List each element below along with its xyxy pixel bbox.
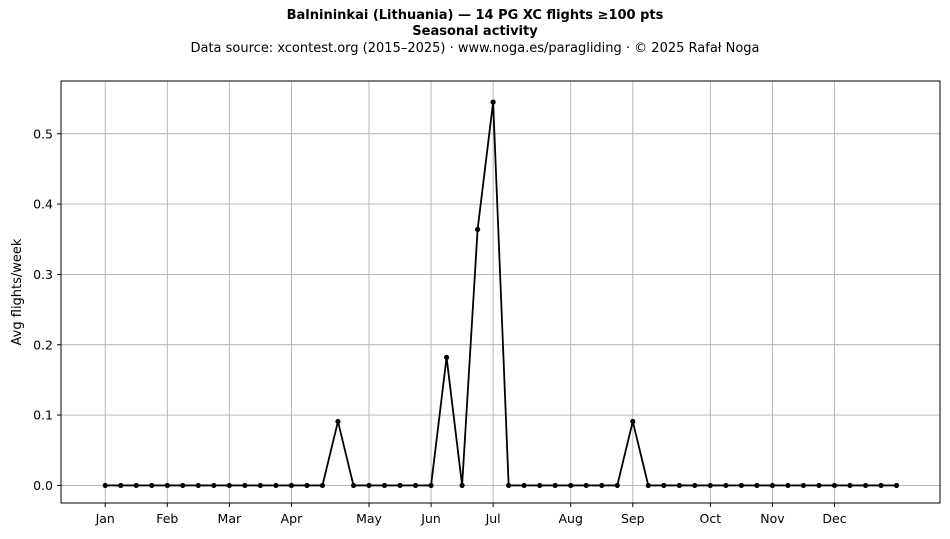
data-point <box>490 99 496 105</box>
data-point <box>242 482 248 489</box>
data-point <box>893 482 900 489</box>
x-tick-label: Mar <box>218 511 242 526</box>
data-point <box>692 482 698 489</box>
data-point <box>816 482 822 489</box>
data-point <box>443 354 450 361</box>
data-point <box>288 482 295 489</box>
data-point <box>211 482 217 489</box>
x-tick-label: May <box>356 511 382 526</box>
data-point <box>800 482 807 489</box>
chart-title: Balnininkai (Lithuania) — 14 PG XC fligh… <box>286 8 664 23</box>
x-tick-label: Nov <box>760 511 785 526</box>
data-point <box>878 482 884 489</box>
data-point <box>862 482 869 489</box>
data-point <box>506 482 512 489</box>
data-point <box>428 482 434 489</box>
data-point <box>645 482 651 489</box>
y-tick-label: 0.3 <box>33 267 53 282</box>
data-point <box>738 482 744 489</box>
data-point <box>568 482 574 489</box>
y-axis-label: Avg flights/week <box>10 238 25 345</box>
data-point <box>831 482 838 489</box>
data-point <box>164 482 170 489</box>
data-point <box>381 482 388 489</box>
data-point <box>707 482 713 489</box>
x-tick-label: Dec <box>822 511 846 526</box>
data-point <box>459 482 465 489</box>
y-tick-label: 0.0 <box>33 478 53 493</box>
y-tick-label: 0.1 <box>33 408 53 423</box>
chart-subtitle: Seasonal activity <box>412 24 538 39</box>
data-point <box>537 482 543 489</box>
x-tick-label: Jun <box>420 511 441 526</box>
data-point <box>304 482 310 489</box>
data-point <box>769 482 776 489</box>
x-tick-label: Jan <box>95 511 115 526</box>
data-point <box>133 482 139 489</box>
chart-source-line: Data source: xcontest.org (2015–2025) · … <box>190 41 760 56</box>
x-tick-label: Feb <box>156 511 178 526</box>
data-point <box>599 482 605 489</box>
data-point <box>366 482 372 489</box>
data-point <box>226 482 232 489</box>
y-tick-label: 0.2 <box>33 337 53 352</box>
data-point <box>475 226 481 233</box>
grid-lines <box>61 81 940 503</box>
x-tick-label: Apr <box>281 511 303 526</box>
data-point <box>118 482 124 489</box>
x-tick-label: Aug <box>559 511 583 526</box>
x-tick-label: Sep <box>621 511 645 526</box>
data-point <box>552 482 558 489</box>
data-point <box>180 482 186 489</box>
data-point <box>273 482 279 489</box>
data-point <box>661 482 667 489</box>
data-point <box>257 482 263 489</box>
data-point <box>847 482 853 489</box>
y-tick-label: 0.4 <box>33 197 53 212</box>
data-point <box>335 418 341 425</box>
data-point <box>630 418 636 425</box>
data-point <box>102 482 108 489</box>
data-point <box>412 482 419 489</box>
data-point <box>583 482 589 489</box>
series-line <box>105 101 897 487</box>
data-point <box>149 482 155 489</box>
series-group <box>102 99 900 489</box>
y-axis-ticks: 0.0 0.1 0.2 0.3 0.4 0.5 <box>33 126 61 493</box>
plot-frame <box>60 80 941 504</box>
x-axis-ticks: Jan Feb Mar Apr May Jun Jul Aug Sep Oct Nov Dec <box>95 503 847 526</box>
data-point <box>614 482 620 489</box>
data-point <box>754 482 760 489</box>
data-point <box>319 482 326 489</box>
data-point <box>676 482 682 489</box>
y-tick-label: 0.5 <box>33 126 53 141</box>
data-point <box>785 482 791 489</box>
data-point <box>350 482 357 489</box>
chart-titles: Balnininkai (Lithuania) — 14 PG XC fligh… <box>0 8 950 57</box>
data-point <box>195 482 201 489</box>
x-tick-label: Oct <box>700 511 722 526</box>
data-point <box>397 482 403 489</box>
data-point <box>521 482 527 489</box>
data-point <box>723 482 729 489</box>
x-tick-label: Jul <box>485 511 501 526</box>
